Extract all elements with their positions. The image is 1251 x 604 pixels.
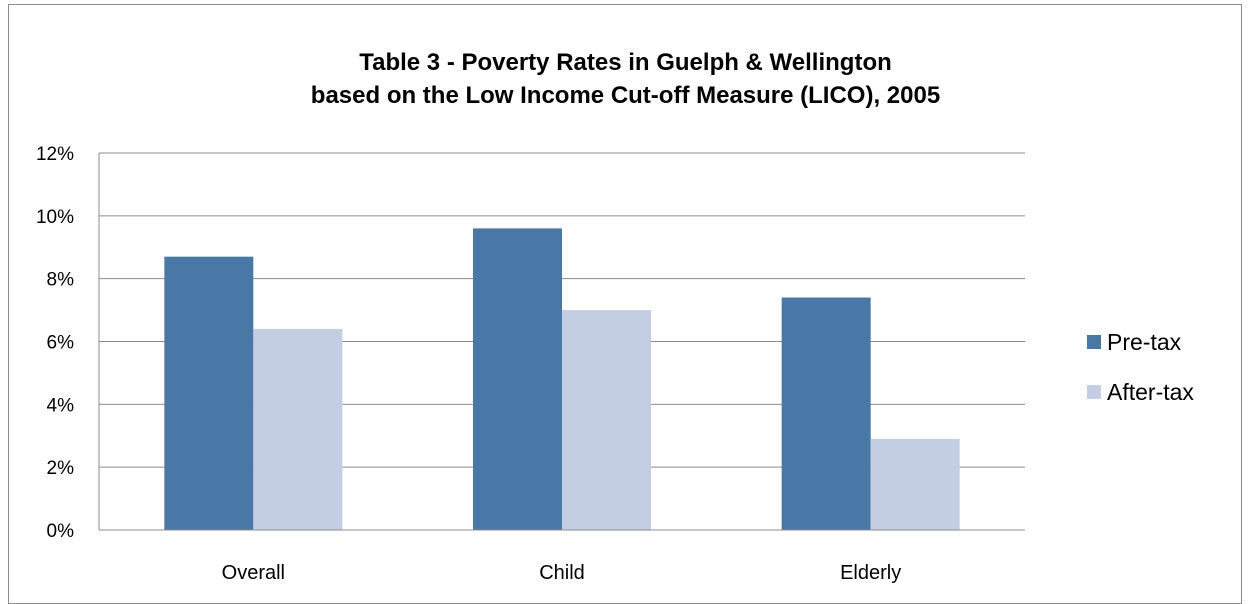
chart-title: Table 3 - Poverty Rates in Guelph & Well… — [0, 46, 1251, 112]
legend: Pre-tax After-tax — [1087, 317, 1194, 417]
bar-after-tax-overall — [253, 328, 343, 530]
y-tick-labels: 0% 2% 4% 6% 8% 10% 12% — [36, 144, 74, 542]
y-tick-label: 2% — [47, 458, 75, 479]
y-tick-label: 10% — [36, 207, 74, 228]
legend-label-pre-tax: Pre-tax — [1107, 328, 1182, 355]
x-category-label: Elderly — [840, 562, 901, 584]
bar-after-tax-elderly — [870, 438, 960, 530]
y-tick-label: 8% — [47, 270, 75, 291]
legend-label-after-tax: After-tax — [1107, 378, 1194, 405]
legend-swatch-pre-tax — [1087, 335, 1101, 349]
bar-after-tax-child — [562, 310, 651, 530]
bars — [164, 228, 960, 530]
axes — [98, 153, 1025, 531]
y-tick-label: 12% — [36, 144, 74, 165]
x-category-label: Overall — [222, 562, 285, 584]
y-tick-label: 0% — [47, 521, 75, 542]
y-tick-label: 6% — [47, 333, 75, 354]
bar-pre-tax-elderly — [781, 297, 871, 530]
chart-title-line1: Table 3 - Poverty Rates in Guelph & Well… — [359, 49, 892, 76]
legend-item-pre-tax: Pre-tax — [1087, 317, 1194, 367]
bar-pre-tax-child — [473, 228, 562, 530]
legend-swatch-after-tax — [1087, 385, 1101, 399]
bar-pre-tax-overall — [164, 256, 254, 530]
chart-title-line2: based on the Low Income Cut-off Measure … — [310, 82, 941, 109]
x-category-label: Child — [539, 562, 585, 584]
legend-item-after-tax: After-tax — [1087, 367, 1194, 417]
x-category-labels: Overall Child Elderly — [222, 562, 902, 584]
y-tick-label: 4% — [47, 395, 75, 416]
